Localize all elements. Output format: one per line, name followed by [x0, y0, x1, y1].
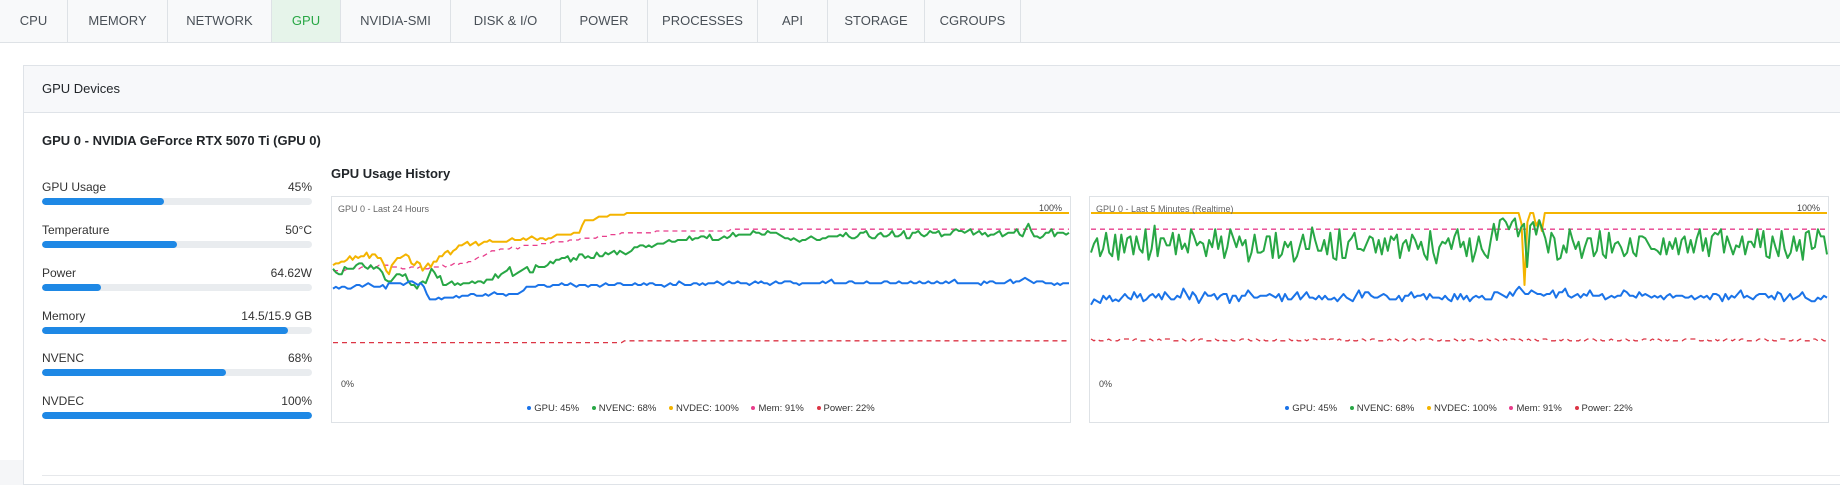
tab-network[interactable]: NETWORK [168, 0, 272, 42]
tab-cgroups[interactable]: CGROUPS [925, 0, 1021, 42]
legend-item-mem: Mem: 91% [751, 403, 804, 414]
series-line-power [1090, 338, 1827, 342]
chart-last-24-hours: GPU 0 - Last 24 Hours 100% 0% GPU: 45% N… [331, 196, 1071, 423]
metric-value: 50°C [285, 223, 312, 237]
metric-value: 100% [281, 394, 312, 408]
legend-dot-icon [816, 406, 821, 411]
usage-history-title: GPU Usage History [331, 166, 451, 181]
legend-label: Mem: 91% [1516, 403, 1562, 414]
progress-fill [42, 369, 226, 376]
progress-fill [42, 412, 312, 419]
legend-item-mem: Mem: 91% [1509, 403, 1562, 414]
gpu-title: GPU 0 - NVIDIA GeForce RTX 5070 Ti (GPU … [42, 133, 321, 148]
chart-last-5-minutes: GPU 0 - Last 5 Minutes (Realtime) 100% 0… [1089, 196, 1829, 423]
legend-dot-icon [668, 406, 673, 411]
progress-fill [42, 327, 288, 334]
tab-cpu[interactable]: CPU [0, 0, 68, 42]
metric-value: 14.5/15.9 GB [241, 309, 312, 323]
progress-bar [42, 198, 312, 205]
legend-label: Power: 22% [823, 403, 875, 414]
tab-power[interactable]: POWER [561, 0, 648, 42]
tab-bar: CPU MEMORY NETWORK GPU NVIDIA-SMI DISK &… [0, 0, 1840, 43]
chart-title: GPU 0 - Last 5 Minutes (Realtime) [1096, 204, 1234, 214]
metric-label: Power [42, 266, 77, 280]
metric-label: GPU Usage [42, 180, 107, 194]
chart-legend: GPU: 45% NVENC: 68% NVDEC: 100% Mem: 91%… [332, 403, 1070, 414]
series-line-mem [333, 228, 1069, 272]
legend-item-gpu: GPU: 45% [527, 403, 579, 414]
chart-title: GPU 0 - Last 24 Hours [338, 204, 430, 214]
progress-fill [42, 198, 164, 205]
progress-bar [42, 241, 312, 248]
metric-value: 64.62W [270, 266, 312, 280]
card-header: GPU Devices [24, 66, 1840, 113]
series-line-power [333, 340, 1069, 344]
progress-bar [42, 284, 312, 291]
metric-label: Temperature [42, 223, 110, 237]
tab-api[interactable]: API [758, 0, 828, 42]
legend-item-nvdec: NVDEC: 100% [668, 403, 739, 414]
progress-fill [42, 284, 102, 291]
legend-item-power: Power: 22% [816, 403, 875, 414]
legend-item-nvenc: NVENC: 68% [591, 403, 657, 414]
metric-label: Memory [42, 309, 86, 323]
metric-label: NVENC [42, 351, 85, 365]
progress-fill [42, 241, 177, 248]
y-min-label: 0% [1099, 379, 1113, 389]
legend-item-nvenc: NVENC: 68% [1349, 403, 1415, 414]
metric-value: 68% [287, 351, 312, 365]
gpu-devices-card: GPU Devices GPU 0 - NVIDIA GeForce RTX 5… [23, 65, 1840, 485]
progress-bar [42, 412, 312, 419]
y-max-label: 100% [1796, 203, 1820, 213]
chart-plot [332, 212, 1070, 344]
chart-plot [1090, 212, 1828, 342]
tab-gpu[interactable]: GPU [272, 0, 341, 42]
legend-dot-icon [1426, 406, 1431, 411]
legend-item-power: Power: 22% [1574, 403, 1633, 414]
legend-dot-icon [1509, 406, 1514, 411]
section-divider [42, 475, 1840, 476]
legend-item-gpu: GPU: 45% [1285, 403, 1337, 414]
tab-processes[interactable]: PROCESSES [648, 0, 758, 42]
series-line-nvenc [332, 222, 1070, 290]
chart-legend: GPU: 45% NVENC: 68% NVDEC: 100% Mem: 91%… [1090, 403, 1828, 414]
legend-label: GPU: 45% [1292, 403, 1338, 414]
legend-label: Power: 22% [1581, 403, 1633, 414]
progress-bar [42, 327, 312, 334]
series-line-gpu [332, 276, 1069, 301]
legend-dot-icon [1285, 406, 1290, 411]
legend-item-nvdec: NVDEC: 100% [1426, 403, 1497, 414]
legend-dot-icon [1349, 406, 1354, 411]
legend-label: NVDEC: 100% [675, 403, 739, 414]
tab-memory[interactable]: MEMORY [68, 0, 168, 42]
metric-value: 45% [287, 180, 312, 194]
legend-dot-icon [591, 406, 596, 411]
y-max-label: 100% [1038, 203, 1062, 213]
tab-nvidia-smi[interactable]: NVIDIA-SMI [341, 0, 451, 42]
legend-label: GPU: 45% [534, 403, 580, 414]
tab-storage[interactable]: STORAGE [828, 0, 925, 42]
series-line-nvdec [1091, 212, 1827, 286]
legend-label: Mem: 91% [758, 403, 804, 414]
metric-label: NVDEC [42, 394, 85, 408]
tab-disk-io[interactable]: DISK & I/O [451, 0, 561, 42]
tab-content: GPU Devices GPU 0 - NVIDIA GeForce RTX 5… [0, 43, 1840, 485]
progress-bar [42, 369, 312, 376]
series-line-nvdec [332, 212, 1069, 276]
series-line-gpu [1090, 285, 1828, 306]
legend-label: NVENC: 68% [1356, 403, 1415, 414]
legend-dot-icon [751, 406, 756, 411]
series-line-nvenc [1090, 217, 1828, 268]
y-min-label: 0% [341, 379, 355, 389]
legend-label: NVENC: 68% [598, 403, 657, 414]
legend-label: NVDEC: 100% [1433, 403, 1497, 414]
legend-dot-icon [1574, 406, 1579, 411]
legend-dot-icon [527, 406, 532, 411]
